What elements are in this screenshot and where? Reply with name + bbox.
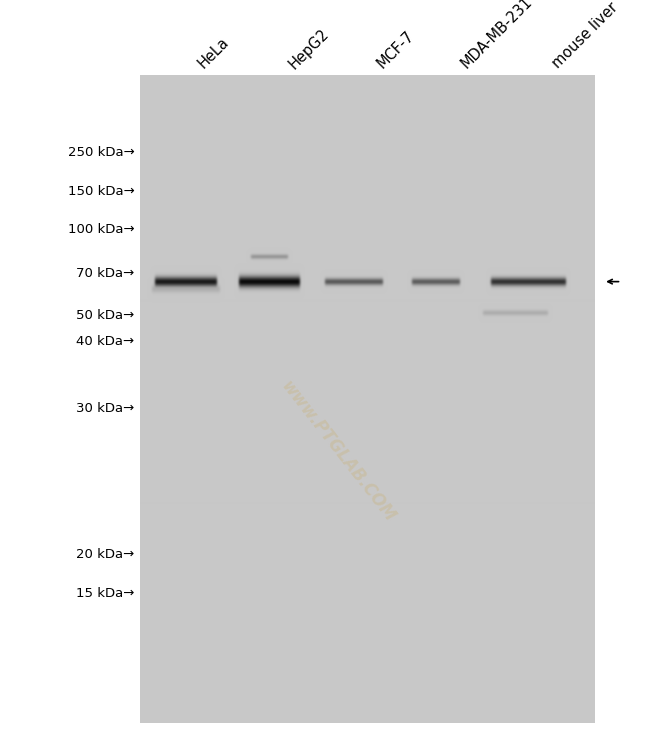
Text: 100 kDa→: 100 kDa→ [68,223,135,236]
Text: mouse liver: mouse liver [549,0,621,72]
Text: 40 kDa→: 40 kDa→ [77,334,135,348]
Text: MCF-7: MCF-7 [374,29,417,72]
Text: 150 kDa→: 150 kDa→ [68,184,135,198]
Text: www.PTGLAB.COM: www.PTGLAB.COM [278,378,398,526]
Text: 250 kDa→: 250 kDa→ [68,145,135,159]
Text: HeLa: HeLa [195,35,231,72]
Text: 15 kDa→: 15 kDa→ [76,587,135,600]
Text: 70 kDa→: 70 kDa→ [76,267,135,280]
Text: 20 kDa→: 20 kDa→ [76,548,135,562]
Text: 50 kDa→: 50 kDa→ [76,309,135,322]
Text: MDA-MB-231: MDA-MB-231 [458,0,536,72]
Text: 30 kDa→: 30 kDa→ [76,401,135,415]
Text: HepG2: HepG2 [286,26,332,72]
Bar [140,75,595,723]
